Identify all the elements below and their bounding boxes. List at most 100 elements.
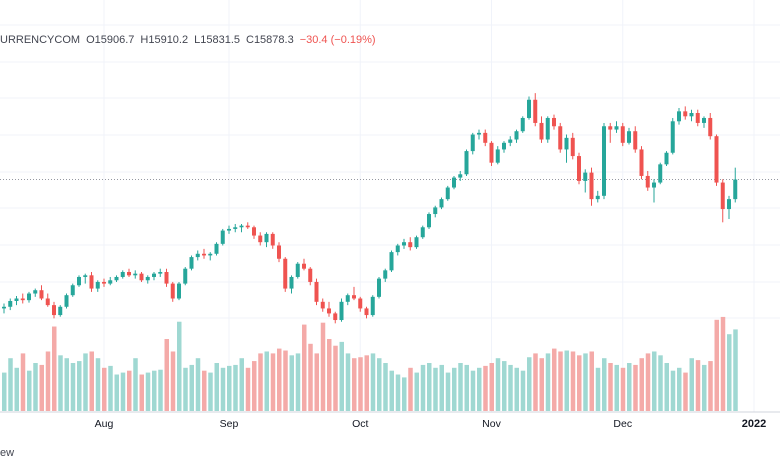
legend-high: H15910.2 [140, 34, 189, 46]
candle-body [52, 305, 56, 316]
candle-body [139, 273, 144, 281]
volume-bar [308, 343, 313, 411]
volume-bar [433, 367, 438, 411]
volume-bar [583, 353, 588, 411]
candle-body [145, 276, 150, 281]
candle-body [114, 276, 119, 281]
volume-bar [352, 358, 357, 411]
volume-bar [145, 372, 151, 411]
volume-bar [708, 361, 713, 411]
candle-body [2, 306, 6, 309]
candle-body [620, 126, 625, 143]
volume-bar [164, 339, 169, 411]
candle-body [420, 227, 425, 238]
volume-bar [589, 351, 594, 411]
volume-bar [108, 365, 113, 411]
volume-bar [595, 367, 601, 411]
x-tick-label: Sep [220, 418, 239, 430]
candle-body [470, 134, 475, 152]
volume-bar [214, 363, 219, 411]
legend-open: O15906.7 [86, 34, 135, 46]
volume-bar [395, 374, 401, 411]
volume-bar [139, 374, 144, 411]
volume-bar [470, 370, 476, 411]
candle-body [308, 268, 313, 282]
candle-body [83, 275, 88, 277]
ohlc-legend: URRENCYCOM O15906.7 H15910.2 L15831.5 C1… [0, 32, 376, 48]
volume-bar [64, 358, 69, 411]
volume-bar [327, 339, 332, 411]
volume-bar [33, 363, 38, 411]
legend-change: −30.4 (−0.19%) [299, 34, 376, 46]
candle-body [602, 126, 606, 196]
volume-bar [377, 358, 382, 411]
volume-bar [295, 353, 301, 411]
volume-bar [545, 353, 551, 411]
candle-body [120, 272, 125, 277]
candle-body [689, 113, 694, 117]
candle-body [214, 243, 219, 254]
volume-bar [658, 355, 663, 411]
volume-bar [239, 358, 244, 411]
candle-body [283, 258, 288, 289]
volume-bar [477, 367, 482, 411]
volume-bar [258, 353, 263, 411]
candle-body [695, 113, 700, 123]
candle-body [433, 207, 438, 215]
volume-bar [314, 353, 319, 411]
candle-body [95, 281, 100, 289]
candle-body [458, 174, 463, 178]
candle-body [89, 275, 94, 289]
volume-bar [95, 358, 101, 411]
candle-body [183, 268, 188, 284]
volume-bar [202, 370, 207, 411]
candle-body [670, 121, 675, 153]
candle-body [233, 227, 238, 229]
volume-bar [689, 358, 694, 411]
candle-body [395, 245, 400, 253]
volume-bar [27, 370, 32, 411]
legend-symbol: URRENCYCOM [0, 34, 81, 46]
legend-low: L15831.5 [194, 34, 240, 46]
volume-bar [177, 321, 182, 411]
volume-bar [677, 367, 682, 411]
volume-bar [189, 364, 194, 411]
candle-body [14, 298, 19, 301]
volume-bar [533, 353, 538, 411]
volume-bar [89, 351, 94, 411]
candle-body [270, 233, 275, 246]
candle-body [483, 132, 488, 143]
volume-bar [8, 358, 13, 411]
volume-bar [333, 345, 338, 411]
volume-bar [195, 358, 201, 411]
candle-body [508, 139, 513, 143]
volume-bar [633, 364, 638, 411]
x-tick-label: Oct [352, 418, 368, 430]
candle-body [20, 298, 25, 301]
footer-brand: ew [0, 447, 15, 459]
volume-bar [514, 367, 519, 411]
candle-body [320, 301, 325, 309]
candle-body [302, 263, 306, 269]
candle-body [733, 179, 738, 200]
volume-bar [402, 377, 407, 411]
volume-bar [683, 372, 688, 411]
candle-body [152, 273, 156, 277]
volume-bar [645, 353, 651, 411]
candle-body [683, 111, 688, 117]
candle-body [427, 214, 431, 228]
candle-body [727, 199, 731, 210]
volume-bar [2, 372, 7, 411]
x-tick-label: Nov [482, 418, 501, 430]
volume-bar [414, 372, 419, 411]
volume-bar [270, 353, 276, 411]
volume-bar [208, 372, 213, 411]
candle-body [220, 230, 225, 244]
volume-bar [539, 358, 544, 411]
candle-body [189, 257, 194, 269]
legend-close: C15878.3 [246, 34, 294, 46]
candle-body [58, 306, 63, 316]
volume-bar [664, 363, 669, 411]
